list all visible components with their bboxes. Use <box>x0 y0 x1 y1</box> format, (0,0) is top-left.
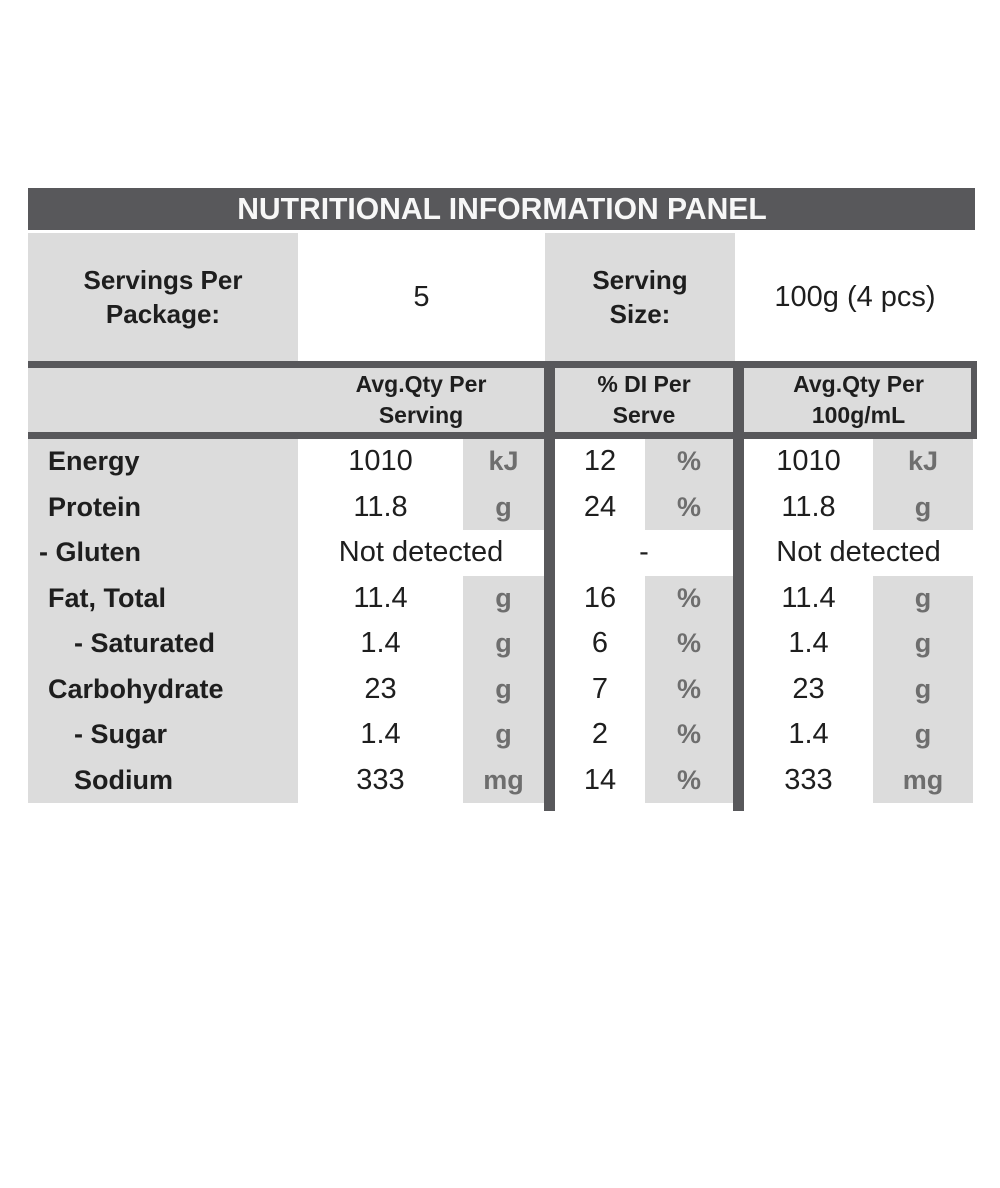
table-row-sugar: - Sugar 1.4 g 2 % 1.4 g <box>28 712 973 758</box>
panel-title: NUTRITIONAL INFORMATION PANEL <box>236 191 767 226</box>
per100-value: 1.4 <box>744 712 873 758</box>
table-row-sodium: Sodium 333 mg 14 % 333 mg <box>28 757 973 803</box>
panel-title-bar: NUTRITIONAL INFORMATION PANEL <box>28 188 975 230</box>
di-value: 2 <box>555 712 645 758</box>
di-unit: % <box>645 439 733 485</box>
serve-unit: g <box>463 621 544 667</box>
nutrient-name: - Gluten <box>28 530 298 576</box>
serve-value: 333 <box>298 757 463 803</box>
per100-value: 333 <box>744 757 873 803</box>
serve-value: 1.4 <box>298 621 463 667</box>
di-value: - <box>555 530 733 576</box>
nutrition-panel: NUTRITIONAL INFORMATION PANEL Servings P… <box>28 188 977 811</box>
nutrient-name: Fat, Total <box>28 575 298 621</box>
di-value: 14 <box>555 757 645 803</box>
serve-unit: kJ <box>463 439 544 485</box>
group-divider-right <box>733 361 744 811</box>
table-row-fat-total: Fat, Total 11.4 g 16 % 11.4 g <box>28 575 973 621</box>
nutrient-table: Energy 1010 kJ 12 % 1010 kJ Protein 11.8… <box>28 439 973 803</box>
table-row-saturated: - Saturated 1.4 g 6 % 1.4 g <box>28 621 973 667</box>
per100-value: 11.4 <box>744 575 873 621</box>
di-unit: % <box>645 621 733 667</box>
serve-value: 11.8 <box>298 484 463 530</box>
nutrient-name: Carbohydrate <box>28 666 298 712</box>
serve-unit: g <box>463 666 544 712</box>
di-value: 7 <box>555 666 645 712</box>
group-divider-left <box>544 361 555 811</box>
column-header-per-serving: Avg.Qty Per Serving <box>355 370 487 428</box>
serving-info-row: Servings Per Package: 5 Serving Size: 10… <box>28 233 975 361</box>
table-row-gluten: - Gluten Not detected - Not detected <box>28 530 973 576</box>
table-row-carbohydrate: Carbohydrate 23 g 7 % 23 g <box>28 666 973 712</box>
di-unit: % <box>645 666 733 712</box>
nutrient-name: - Saturated <box>28 621 298 667</box>
column-header-per-100g: Avg.Qty Per 100g/mL <box>793 370 924 428</box>
serving-size-label: Serving Size: <box>545 233 735 361</box>
per100-value: Not detected <box>744 530 973 576</box>
serve-unit: g <box>463 575 544 621</box>
serve-value: 1.4 <box>298 712 463 758</box>
nutrient-name: Sodium <box>28 757 298 803</box>
di-unit: % <box>645 712 733 758</box>
serve-unit: g <box>463 712 544 758</box>
serve-unit: g <box>463 484 544 530</box>
serve-value: 1010 <box>298 439 463 485</box>
table-row-energy: Energy 1010 kJ 12 % 1010 kJ <box>28 439 973 485</box>
divider-bottom <box>28 432 975 439</box>
table-row-protein: Protein 11.8 g 24 % 11.8 g <box>28 484 973 530</box>
di-value: 16 <box>555 575 645 621</box>
per100-value: 23 <box>744 666 873 712</box>
serving-size-value: 100g (4 pcs) <box>735 233 975 361</box>
di-unit: % <box>645 757 733 803</box>
per100-unit: g <box>873 621 973 667</box>
per100-value: 11.8 <box>744 484 873 530</box>
servings-per-package-label: Servings Per Package: <box>28 233 298 361</box>
divider-top <box>28 361 975 368</box>
column-header-di-per-serve: % DI Per Serve <box>597 370 691 428</box>
di-unit: % <box>645 575 733 621</box>
per100-unit: g <box>873 666 973 712</box>
per100-unit: g <box>873 484 973 530</box>
per100-unit: mg <box>873 757 973 803</box>
serve-unit: mg <box>463 757 544 803</box>
nutrient-name: Protein <box>28 484 298 530</box>
per100-value: 1.4 <box>744 621 873 667</box>
nutrient-name: Energy <box>28 439 298 485</box>
di-value: 12 <box>555 439 645 485</box>
serve-value: 11.4 <box>298 575 463 621</box>
per100-value: 1010 <box>744 439 873 485</box>
per100-unit: kJ <box>873 439 973 485</box>
column-header-row: Avg.Qty Per Serving % DI Per Serve Avg.Q… <box>28 361 977 439</box>
serve-value: Not detected <box>298 530 544 576</box>
per100-unit: g <box>873 712 973 758</box>
di-unit: % <box>645 484 733 530</box>
di-value: 24 <box>555 484 645 530</box>
serve-value: 23 <box>298 666 463 712</box>
servings-per-package-value: 5 <box>298 233 545 361</box>
per100-unit: g <box>873 575 973 621</box>
di-value: 6 <box>555 621 645 667</box>
nutrient-name: - Sugar <box>28 712 298 758</box>
